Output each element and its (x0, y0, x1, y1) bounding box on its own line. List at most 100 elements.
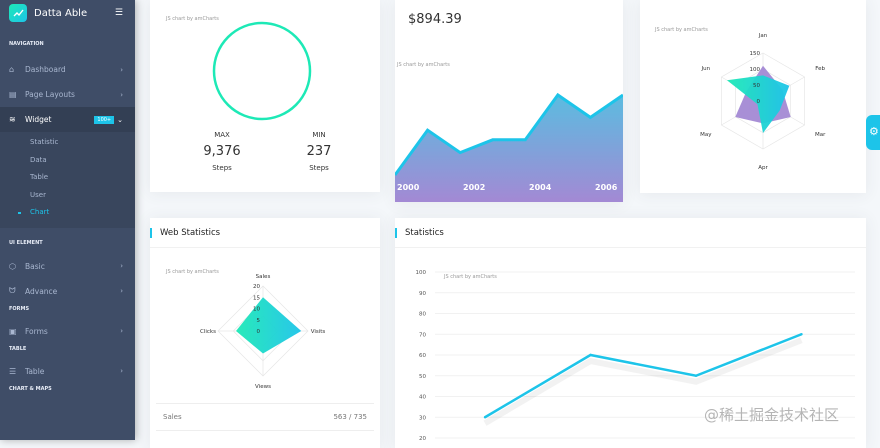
y-tick-label: 50 (419, 374, 426, 380)
label: Page Layouts (25, 90, 120, 99)
label: Widget (25, 115, 94, 124)
y-tick-label: 20 (419, 436, 426, 442)
widget-submenu: Statistic Data Table User Chart (0, 132, 135, 228)
radial-tick-label: 50 (753, 83, 760, 89)
category-label: Feb (815, 66, 825, 72)
min-unit: Steps (299, 164, 339, 172)
layers-icon: ≋ (9, 115, 19, 124)
radial-tick-label: 20 (253, 284, 260, 290)
steps-card: JS chart by amCharts MAX 9,376 Steps MIN… (150, 0, 380, 192)
month-radar-chart: Jan Feb Mar Apr May Jun 0 50 100 150 (640, 0, 866, 193)
caption-chart-maps: CHART & MAPS (0, 386, 135, 395)
category-label: Apr (758, 165, 768, 171)
chevron-right-icon: › (120, 327, 123, 335)
file-icon: ▣ (9, 327, 19, 336)
layout-icon: ▤ (9, 90, 19, 99)
menu-toggle-icon[interactable]: ☰ (115, 8, 123, 18)
x-tick-label: 2006 (595, 183, 618, 192)
submenu-user[interactable]: User (0, 187, 135, 205)
submenu-data[interactable]: Data (0, 152, 135, 170)
caption-navigation: NAVIGATION (0, 41, 135, 50)
sidebar-item-forms[interactable]: ▣ Forms› (0, 319, 135, 344)
data-point (589, 354, 591, 356)
chevron-right-icon: › (120, 287, 123, 295)
y-tick-label: 100 (416, 270, 427, 276)
chevron-right-icon: › (120, 262, 123, 270)
chevron-right-icon: › (120, 91, 123, 99)
radial-tick-label: 5 (257, 318, 261, 324)
server-icon: ☰ (9, 367, 19, 376)
brand[interactable]: Datta Able ☰ (0, 0, 135, 26)
sidebar-item-dashboard[interactable]: ⌂ Dashboard› (0, 57, 135, 82)
max-value: 9,376 (182, 144, 262, 159)
sidebar-item-basic[interactable]: ⬡ Basic› (0, 254, 135, 279)
category-label: Mar (815, 132, 826, 138)
submenu-table[interactable]: Table (0, 169, 135, 187)
max-unit: Steps (202, 164, 242, 172)
radar-series (236, 297, 301, 353)
label: Basic (25, 262, 120, 271)
category-label: Views (255, 384, 271, 390)
sales-value: 563 / 735 (333, 413, 367, 421)
box-icon: ⬡ (9, 262, 19, 271)
max-label: MAX (202, 131, 242, 139)
submenu-chart[interactable]: Chart (0, 204, 135, 222)
y-tick-label: 60 (419, 353, 426, 359)
web-radar-chart: Sales Visits Views Clicks 0 5 10 15 20 (150, 218, 380, 398)
sidebar-item-advance[interactable]: ᗢ Advance› (0, 279, 135, 304)
radial-tick-label: 150 (750, 51, 761, 57)
submenu-statistic[interactable]: Statistic (0, 134, 135, 152)
label: Forms (25, 327, 120, 336)
radial-tick-label: 0 (757, 99, 761, 105)
x-tick-label: 2004 (529, 183, 552, 192)
category-label: Jun (701, 66, 711, 72)
radial-tick-label: 100 (750, 67, 761, 73)
y-tick-label: 40 (419, 395, 426, 401)
sidebar-item-table[interactable]: ☰ Table› (0, 359, 135, 384)
site-watermark: @稀土掘金技术社区 (704, 404, 839, 425)
radial-tick-label: 15 (253, 295, 260, 301)
y-tick-label: 30 (419, 415, 426, 421)
x-tick-label: 2002 (463, 183, 485, 192)
radial-tick-label: 10 (253, 307, 260, 313)
steps-gauge (150, 0, 380, 130)
chevron-right-icon: › (120, 367, 123, 375)
category-label: Jan (758, 33, 768, 39)
chevron-down-icon: ⌄ (117, 116, 123, 124)
radial-tick-label: 0 (257, 329, 261, 335)
gift-icon: ᗢ (9, 286, 19, 296)
area-fill (395, 95, 623, 202)
category-label: May (700, 132, 712, 138)
caption-table: TABLE (0, 346, 135, 355)
settings-gear-icon[interactable]: ⚙ (866, 115, 880, 150)
data-point (800, 333, 802, 335)
label: Dashboard (25, 65, 120, 74)
trend-logo-icon (9, 4, 27, 22)
min-label: MIN (299, 131, 339, 139)
data-point (695, 375, 697, 377)
x-tick-label: 2000 (397, 183, 420, 192)
category-label: Sales (256, 274, 271, 280)
category-label: Clicks (200, 329, 216, 335)
sidebar: Datta Able ☰ NAVIGATION ⌂Dashboard› ▤Pag… (0, 0, 135, 440)
chevron-right-icon: › (120, 66, 123, 74)
sidebar-item-page-layouts[interactable]: ▤ Page Layouts› (0, 82, 135, 107)
sales-row: Sales 563 / 735 (156, 403, 374, 431)
caption-ui-element: UI ELEMENT (0, 240, 135, 249)
label: Advance (25, 287, 120, 296)
area-chart: 2000 2002 2004 2006 (395, 0, 623, 202)
web-statistics-card: Web Statistics JS chart by amCharts Sale… (150, 218, 380, 448)
y-tick-label: 80 (419, 312, 426, 318)
category-label: Visits (311, 329, 326, 335)
gauge-ring (214, 23, 310, 119)
home-icon: ⌂ (9, 65, 19, 74)
brand-name: Datta Able (34, 8, 115, 19)
data-point (484, 416, 486, 418)
label: Table (25, 367, 120, 376)
min-value: 237 (279, 144, 359, 159)
badge: 100+ (94, 116, 114, 124)
sales-label: Sales (163, 413, 182, 421)
